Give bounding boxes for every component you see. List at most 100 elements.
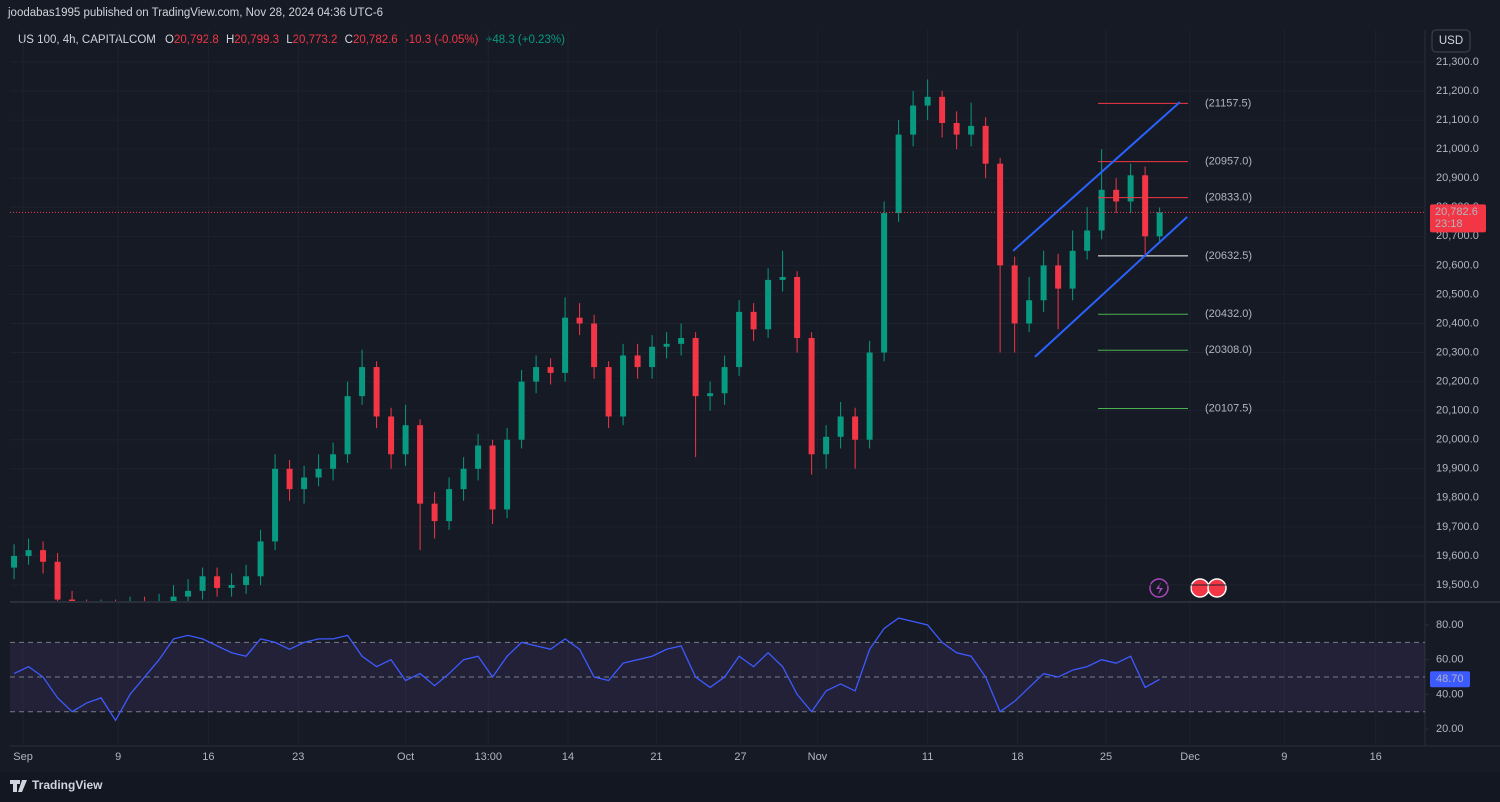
candle-body — [620, 355, 627, 417]
candle-body — [228, 585, 235, 588]
candle-body — [1040, 265, 1047, 301]
candle-body — [663, 343, 670, 347]
ohlc-value: 20,782.6 — [353, 34, 398, 46]
candle-body — [359, 367, 366, 397]
x-tick-label: 18 — [1011, 751, 1023, 763]
y-tick-label: 21,300.0 — [1436, 56, 1479, 68]
y-tick-label: 20,500.0 — [1436, 288, 1479, 300]
candle-body — [170, 596, 177, 601]
level-label: (20107.5) — [1205, 402, 1252, 414]
candle-body — [794, 276, 801, 339]
y-tick-label: 20,300.0 — [1436, 346, 1479, 358]
countdown: 23:18 — [1435, 218, 1463, 230]
candle-body — [1069, 250, 1076, 289]
candle-body — [982, 125, 989, 164]
candle-body — [199, 576, 206, 591]
change-since: +48.3 (+0.23%) — [486, 34, 565, 46]
ohlc-value: 20,792.8 — [174, 34, 219, 46]
x-tick-label: Sep — [13, 751, 33, 763]
level-label: (20632.5) — [1205, 250, 1252, 262]
trendline — [1034, 216, 1188, 358]
candle-body — [765, 279, 772, 330]
symbol-line: US 100, 4h, CAPITALCOM O20,792.8 H20,799… — [18, 34, 565, 46]
event-icon[interactable] — [1149, 578, 1169, 598]
ohlc-value: 20,799.3 — [234, 34, 279, 46]
flag-icon[interactable] — [1190, 578, 1210, 598]
y-tick-label: 19,900.0 — [1436, 463, 1479, 475]
x-tick-label: 23 — [292, 751, 304, 763]
x-tick-label: 16 — [1370, 751, 1382, 763]
x-tick-label: 14 — [562, 751, 574, 763]
candle-body — [185, 590, 192, 597]
candle-body — [40, 550, 47, 562]
candle-body — [257, 541, 264, 577]
candle-body — [272, 468, 279, 542]
candle-body — [243, 576, 250, 586]
event-icons[interactable] — [1149, 578, 1227, 598]
candle-body — [576, 317, 583, 324]
candle-body — [475, 445, 482, 469]
y-tick-label: 20,700.0 — [1436, 230, 1479, 242]
flag-icon[interactable] — [1207, 578, 1227, 598]
candle-body — [678, 338, 685, 344]
candle-body — [11, 555, 18, 568]
currency[interactable]: USD — [1439, 35, 1463, 47]
candle-body — [286, 468, 293, 490]
candle-body — [301, 477, 308, 490]
x-tick-label: 13:00 — [474, 751, 502, 763]
candle-body — [852, 416, 859, 440]
y-tick-label: 19,700.0 — [1436, 521, 1479, 533]
level-label: (20833.0) — [1205, 192, 1252, 204]
candle-body — [924, 96, 931, 106]
candle-body — [373, 367, 380, 417]
y-tick-label: 20.00 — [1436, 723, 1464, 735]
candle-body — [1084, 230, 1091, 251]
candle-body — [866, 352, 873, 440]
y-tick-label: 40.00 — [1436, 688, 1464, 700]
candle-body — [910, 105, 917, 135]
candle-body — [939, 96, 946, 123]
ohlc-key: C — [345, 34, 353, 46]
ohlc-key: L — [286, 34, 293, 46]
candle-body — [504, 439, 511, 510]
symbol: US 100, 4h, CAPITALCOM — [18, 34, 156, 46]
candle-body — [808, 338, 815, 455]
candle-body — [431, 503, 438, 522]
rsi-line — [13, 617, 1160, 722]
candle-body — [330, 454, 337, 469]
footer-bar — [0, 772, 1500, 802]
candle-body — [692, 338, 699, 397]
candle-body — [1156, 212, 1163, 237]
footer-brand: TradingView — [32, 778, 103, 792]
event-icon-glyph — [1156, 582, 1163, 595]
candle-body — [54, 561, 61, 600]
candle-body — [1011, 265, 1018, 324]
y-tick-label: 19,800.0 — [1436, 492, 1479, 504]
candle-body — [417, 425, 424, 504]
candle-body — [1142, 175, 1149, 237]
rsi — [13, 617, 1160, 722]
rsi-value-label: 48.70 — [1436, 673, 1464, 685]
y-tick-label: 20,000.0 — [1436, 434, 1479, 446]
candle-body — [1127, 175, 1134, 202]
change: -10.3 (-0.05%) — [405, 34, 479, 46]
y-tick-label: 20,900.0 — [1436, 172, 1479, 184]
candle-body — [69, 599, 76, 601]
candle-body — [562, 317, 569, 373]
trendline — [1012, 101, 1181, 252]
candle-body — [721, 367, 728, 394]
candle-body — [997, 163, 1004, 266]
candle-body — [1026, 300, 1033, 324]
y-tick-label: 21,200.0 — [1436, 85, 1479, 97]
currency-button[interactable] — [1431, 29, 1471, 53]
candle-body — [25, 550, 32, 556]
x-tick-label: Oct — [397, 751, 414, 763]
candle-body — [518, 381, 525, 440]
level-label: (20308.0) — [1205, 344, 1252, 356]
y-tick-label: 60.00 — [1436, 654, 1464, 666]
candle-body — [649, 346, 656, 368]
candle-body — [388, 416, 395, 455]
candle-body — [1055, 265, 1062, 289]
candle-body — [547, 367, 554, 373]
